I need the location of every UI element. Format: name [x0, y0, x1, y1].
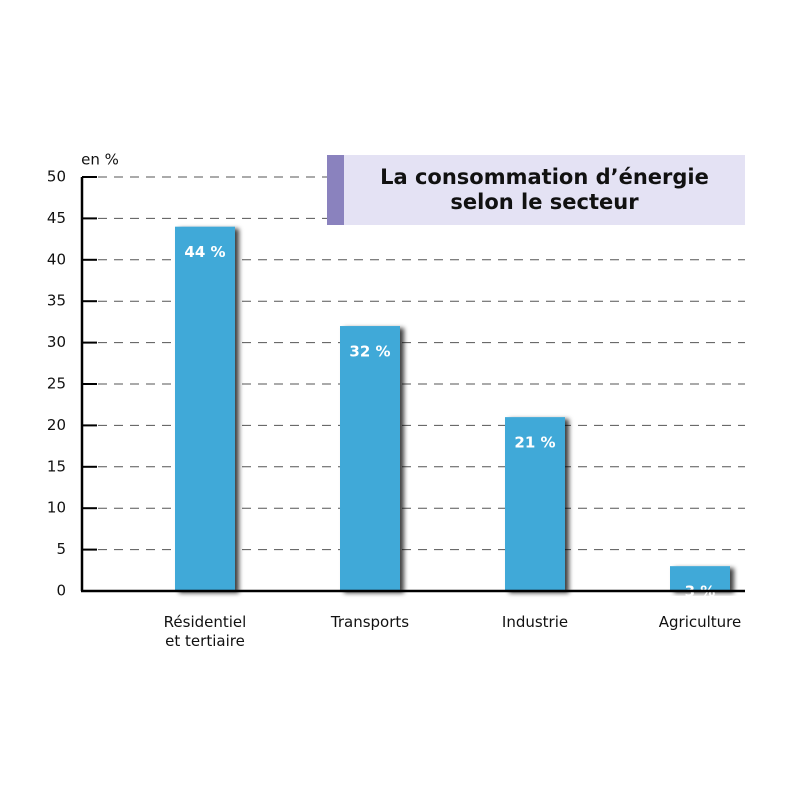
value-label: 44 % [184, 243, 225, 261]
bar [175, 226, 235, 591]
y-tick-label: 5 [56, 540, 66, 558]
y-tick-label: 45 [47, 209, 66, 227]
x-tick-label: Transports [330, 613, 410, 631]
chart-title: La consommation d’énergie selon le secte… [380, 165, 709, 214]
y-tick-label: 15 [47, 457, 66, 475]
y-tick-label: 30 [47, 333, 66, 351]
x-tick-label: Résidentiel et tertiaire [163, 613, 247, 650]
bar [670, 566, 730, 591]
y-tick-label: 0 [56, 582, 66, 600]
y-tick-label: 25 [47, 375, 66, 393]
x-tick-label: Agriculture [658, 613, 742, 631]
title-box: La consommation d’énergie selon le secte… [327, 155, 745, 225]
value-label: 32 % [349, 343, 390, 361]
value-label: 21 % [514, 434, 555, 452]
y-tick-label: 35 [47, 292, 66, 310]
title-accent [327, 155, 344, 225]
y-tick-label: 40 [47, 250, 66, 268]
y-axis-label: en % [81, 151, 119, 169]
bar [340, 326, 400, 591]
bar [505, 417, 565, 591]
y-tick-label: 10 [47, 499, 66, 517]
x-tick-label: Industrie [501, 613, 569, 631]
y-tick-label: 50 [47, 168, 66, 186]
y-tick-label: 20 [47, 416, 66, 434]
